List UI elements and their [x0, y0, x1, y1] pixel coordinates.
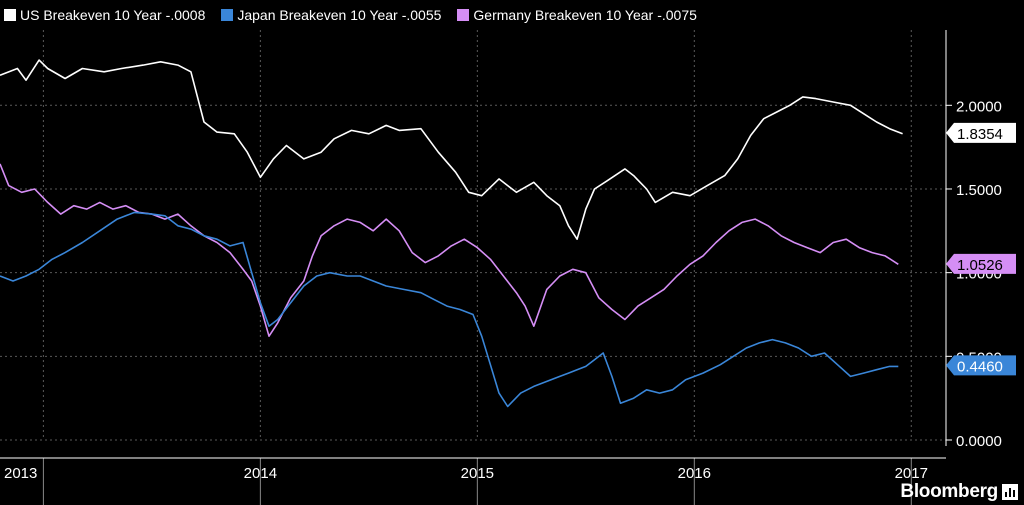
series-line-us [0, 59, 903, 240]
grid-layer [0, 30, 946, 441]
x-tick-label-4: 2017 [895, 465, 928, 482]
x-axis: 2013 2014 2015 2016 2017 [0, 457, 946, 505]
legend-label-us: US Breakeven 10 Year [20, 7, 162, 23]
legend-swatch-us [4, 9, 16, 21]
y-tick-label-0: 0.0000 [956, 433, 1002, 450]
x-tick-label-2: 2015 [461, 465, 494, 482]
series-line-germany [0, 163, 899, 337]
value-flag-label-us: 1.8354 [957, 126, 1003, 143]
x-tick-label-0: 2013 [4, 465, 37, 482]
value-flag-japan [946, 355, 1016, 376]
legend-item-germany[interactable]: Germany Breakeven 10 Year -.0075 [457, 4, 697, 26]
bloomberg-logo: Bloomberg [900, 481, 1018, 503]
legend-change-japan: -.0055 [401, 7, 442, 23]
value-flag-label-germany: 1.0526 [957, 257, 1003, 274]
legend-item-japan[interactable]: Japan Breakeven 10 Year -.0055 [221, 4, 441, 26]
x-tick-label-3: 2016 [678, 465, 711, 482]
value-flag-label-japan: 0.4460 [957, 358, 1003, 375]
y-tick-label-3: 1.5000 [956, 182, 1002, 199]
series-layer [0, 59, 903, 408]
legend: US Breakeven 10 Year -.0008 Japan Breake… [4, 4, 697, 26]
legend-change-germany: -.0075 [657, 7, 697, 23]
brand-name: Bloomberg [900, 481, 998, 502]
legend-label-germany: Germany Breakeven 10 Year [473, 7, 654, 23]
legend-swatch-germany [457, 9, 470, 21]
legend-label-japan: Japan Breakeven 10 Year [237, 7, 398, 23]
x-tick-label-1: 2014 [244, 465, 277, 482]
series-line-japan [0, 211, 899, 408]
legend-item-us[interactable]: US Breakeven 10 Year -.0008 [4, 4, 205, 26]
legend-swatch-japan [221, 9, 234, 21]
value-flag-us [946, 122, 1016, 143]
legend-change-us: -.0008 [165, 7, 206, 23]
bar-chart-icon [1002, 484, 1018, 500]
y-tick-label-4: 2.0000 [956, 98, 1002, 115]
value-flag-germany [946, 253, 1016, 274]
last-value-flags: 1.8354 0.4460 1.0526 [946, 122, 1016, 376]
